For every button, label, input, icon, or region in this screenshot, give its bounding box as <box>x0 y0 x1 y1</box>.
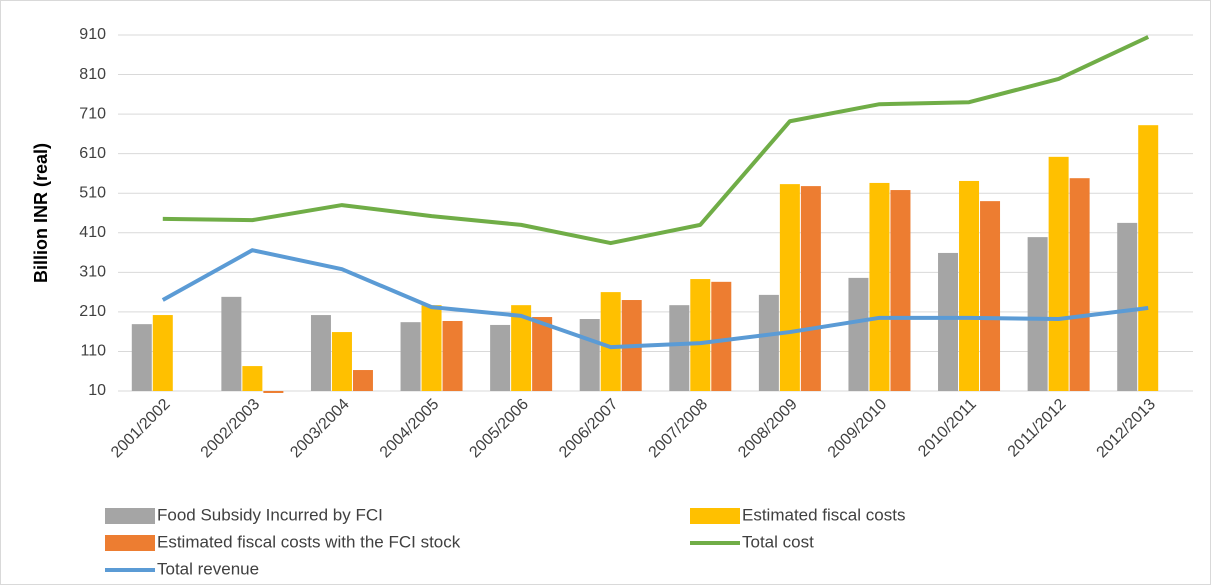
bar <box>442 320 463 391</box>
legend-label: Total cost <box>742 532 814 551</box>
y-tick-label: 310 <box>79 264 106 281</box>
bar <box>221 296 242 391</box>
y-tick-label: 410 <box>79 224 106 241</box>
bar <box>310 315 331 391</box>
bar <box>511 305 532 391</box>
bar <box>669 305 690 391</box>
bar <box>980 201 1001 391</box>
bar <box>1069 178 1090 391</box>
bar <box>711 281 732 391</box>
y-tick-label: 610 <box>79 145 106 162</box>
y-tick-label: 510 <box>79 184 106 201</box>
bar <box>263 391 284 393</box>
bar <box>938 252 959 391</box>
bar <box>690 279 711 391</box>
legend-label: Food Subsidy Incurred by FCI <box>157 505 383 524</box>
bar <box>1027 237 1048 391</box>
y-tick-label: 910 <box>79 26 106 43</box>
y-tick-label: 810 <box>79 66 106 83</box>
line-series <box>161 248 1149 350</box>
legend-label: Total revenue <box>157 559 259 578</box>
bar <box>800 186 821 391</box>
bar <box>152 315 173 391</box>
bar <box>331 332 352 391</box>
bar <box>400 322 421 391</box>
bar <box>1048 156 1069 391</box>
bar <box>869 182 890 391</box>
bar <box>242 366 263 391</box>
bar <box>131 324 152 391</box>
y-axis-label: Billion INR (real) <box>31 143 51 283</box>
legend-label: Estimated fiscal costs <box>742 505 905 524</box>
y-tick-label: 10 <box>88 382 106 399</box>
bar <box>890 190 911 391</box>
y-tick-label: 110 <box>80 343 106 360</box>
bar <box>490 324 511 391</box>
bar <box>779 184 800 391</box>
bar <box>579 319 600 391</box>
y-tick-label: 210 <box>79 303 106 320</box>
bar <box>848 277 869 391</box>
bar <box>600 292 621 391</box>
bar <box>1117 222 1138 391</box>
line-series <box>162 35 1150 246</box>
bar <box>352 370 373 391</box>
y-tick-label: 710 <box>79 105 106 122</box>
legend-label: Estimated fiscal costs with the FCI stoc… <box>157 532 461 551</box>
bar <box>421 305 442 391</box>
bar <box>959 180 980 391</box>
legend-swatch <box>690 508 740 524</box>
bar <box>532 317 553 391</box>
bar <box>1138 125 1159 391</box>
bar <box>758 294 779 391</box>
legend-swatch <box>105 535 155 551</box>
legend-swatch <box>105 508 155 524</box>
